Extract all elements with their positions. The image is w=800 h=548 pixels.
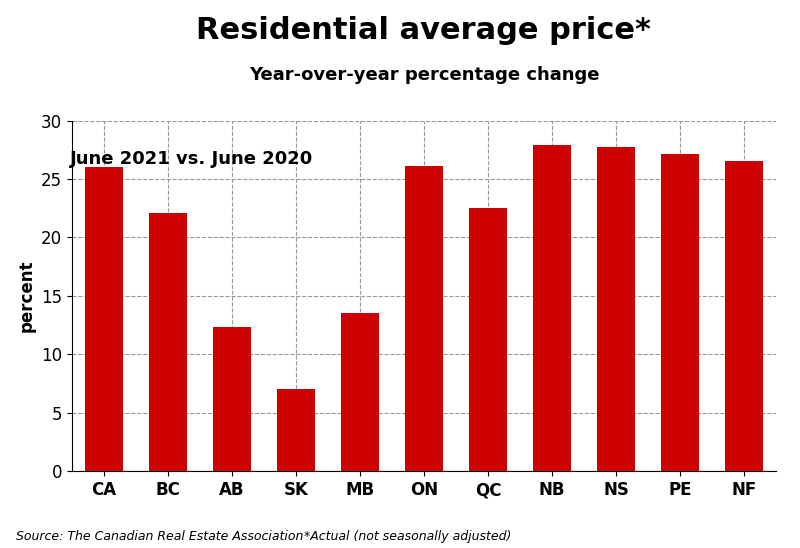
Bar	[277, 390, 315, 471]
Bar	[725, 162, 763, 471]
Y-axis label: percent: percent	[18, 260, 35, 332]
Bar	[149, 213, 187, 471]
Bar	[341, 313, 379, 471]
Text: Year-over-year percentage change: Year-over-year percentage change	[249, 66, 599, 84]
Bar	[533, 145, 571, 471]
Text: *Actual (not seasonally adjusted): *Actual (not seasonally adjusted)	[304, 529, 511, 543]
Bar	[661, 155, 699, 471]
Bar	[213, 328, 251, 471]
Bar	[469, 208, 507, 471]
Text: Source: The Canadian Real Estate Association: Source: The Canadian Real Estate Associa…	[16, 529, 303, 543]
Bar	[597, 147, 635, 471]
Bar	[405, 166, 443, 471]
Bar	[85, 167, 123, 471]
Text: Residential average price*: Residential average price*	[197, 16, 651, 45]
